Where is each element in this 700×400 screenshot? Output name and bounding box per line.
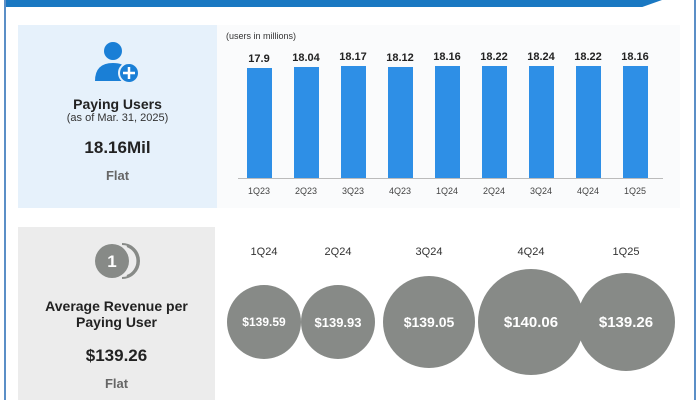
- x-tick-label: 1Q25: [623, 186, 647, 196]
- bar-1Q23: [247, 68, 272, 178]
- bar-1Q25: [623, 66, 648, 178]
- bar-value-label: 18.17: [339, 51, 367, 64]
- bar-1Q24: [435, 66, 460, 178]
- arppu-title-2: Paying User: [76, 314, 157, 330]
- arppu-bubble: $139.05: [383, 276, 475, 368]
- header-bar: [4, 0, 662, 7]
- arppu-bubble: $139.59: [227, 285, 301, 359]
- arppu-title-1: Average Revenue per: [45, 298, 188, 314]
- coin-number: 1: [107, 252, 116, 271]
- x-tick-label: 4Q23: [388, 186, 412, 196]
- paying-users-change: Flat: [105, 168, 130, 183]
- arppu-value: $139.26: [85, 346, 148, 365]
- paying-users-value: 18.16Mil: [84, 138, 151, 157]
- quarter-label: 3Q24: [415, 246, 443, 258]
- arppu-bubble: $139.26: [577, 273, 675, 371]
- bar-3Q24: [529, 66, 554, 178]
- user-add-icon: [94, 42, 140, 84]
- bar-value-label: 18.12: [386, 51, 414, 64]
- x-tick-label: 4Q24: [576, 186, 600, 196]
- bar-value-label: 18.16: [621, 51, 649, 64]
- arppu-bubble: $140.06: [478, 269, 584, 375]
- bar-value-label: 18.04: [292, 52, 320, 65]
- chart-unit-label: (users in millions): [226, 31, 297, 41]
- paying-users-title: Paying Users: [73, 96, 162, 112]
- coins-icon: 1: [94, 243, 140, 279]
- bar-value-label: 18.24: [527, 51, 555, 63]
- arppu-bubble: $139.93: [301, 285, 375, 359]
- paying-users-date: (as of Mar. 31, 2025): [66, 112, 169, 124]
- bar-value-label: 18.16: [433, 51, 461, 64]
- arppu-panel: 1 Average Revenue per Paying User $139.2…: [18, 227, 215, 400]
- frame: [4, 0, 696, 400]
- paying-users-panel: Paying Users (as of Mar. 31, 2025) 18.16…: [18, 25, 217, 208]
- quarter-label: 2Q24: [324, 246, 352, 258]
- bar-4Q23: [388, 66, 413, 178]
- x-tick-label: 1Q24: [435, 186, 459, 196]
- quarter-label: 1Q24: [250, 246, 278, 258]
- quarter-label: 1Q25: [612, 246, 640, 258]
- bar-2Q23: [294, 67, 319, 178]
- x-tick-label: 1Q23: [247, 186, 271, 196]
- x-tick-label: 3Q23: [341, 186, 365, 196]
- bar-value-label: 17.9: [248, 53, 270, 66]
- bar-4Q24: [576, 66, 601, 178]
- arppu-change: Flat: [104, 376, 129, 391]
- quarter-label: 4Q24: [517, 246, 545, 258]
- bar-value-label: 18.22: [574, 51, 602, 64]
- x-axis: [238, 178, 663, 179]
- x-tick-label: 2Q23: [294, 186, 318, 196]
- bar-3Q23: [341, 66, 366, 178]
- x-tick-label: 3Q24: [529, 186, 553, 196]
- bar-2Q24: [482, 66, 507, 178]
- x-tick-label: 2Q24: [482, 186, 506, 196]
- bar-value-label: 18.22: [480, 51, 508, 64]
